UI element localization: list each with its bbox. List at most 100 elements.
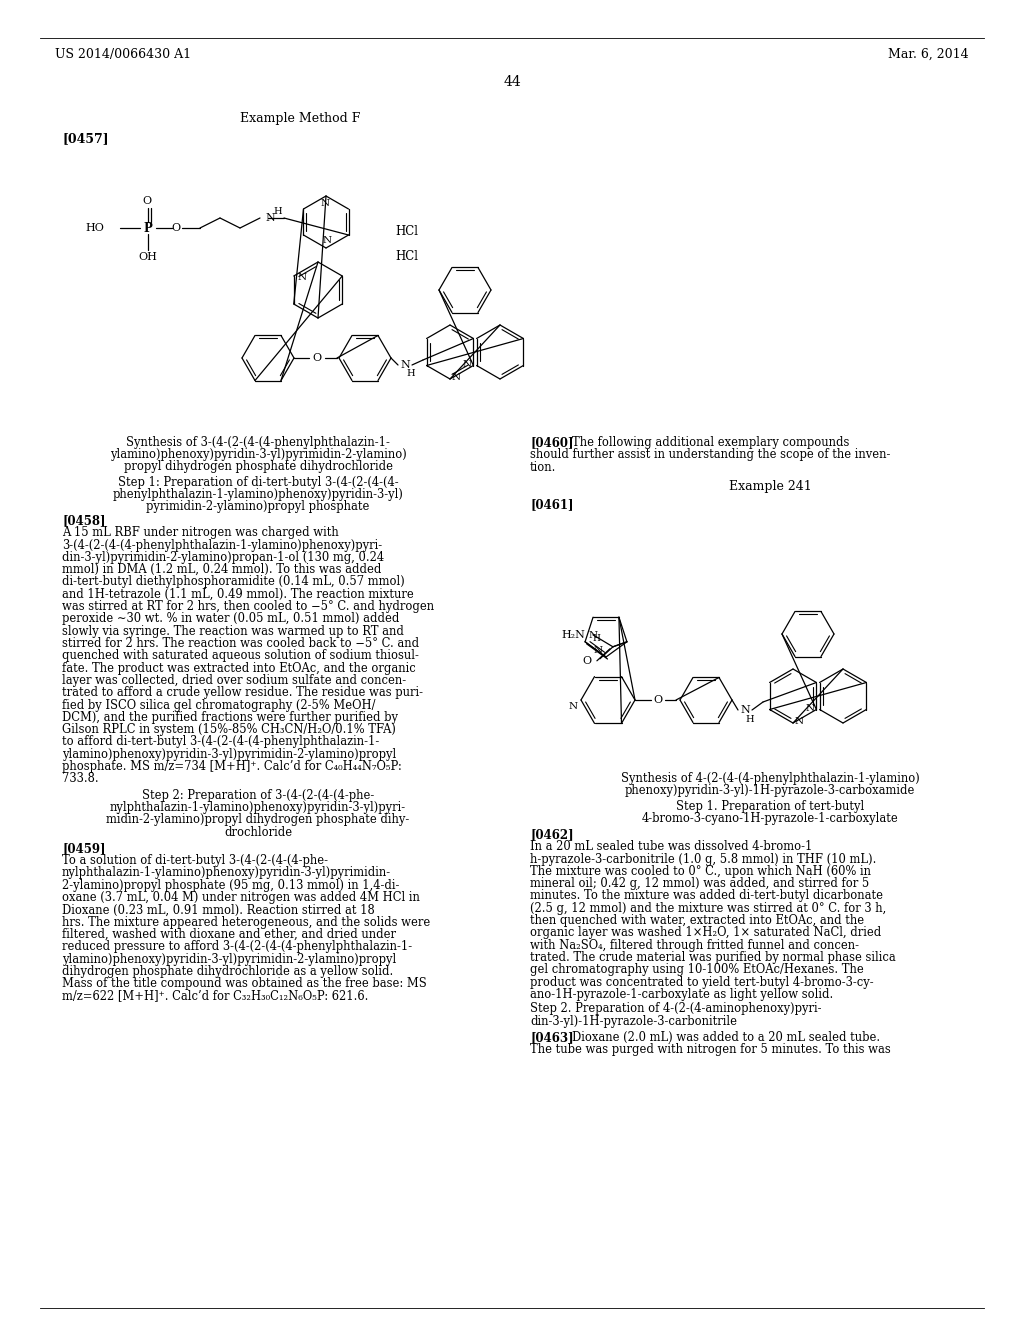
Text: [0460]: [0460] <box>530 436 573 449</box>
Text: N: N <box>265 213 274 223</box>
Text: phenylphthalazin-1-ylamino)phenoxy)pyridin-3-yl): phenylphthalazin-1-ylamino)phenoxy)pyrid… <box>113 488 403 502</box>
Text: Dioxane (0.23 mL, 0.91 mmol). Reaction stirred at 18: Dioxane (0.23 mL, 0.91 mmol). Reaction s… <box>62 903 375 916</box>
Text: din-3-yl)-1H-pyrazole-3-carbonitrile: din-3-yl)-1H-pyrazole-3-carbonitrile <box>530 1015 737 1027</box>
Text: In a 20 mL sealed tube was dissolved 4-bromo-1: In a 20 mL sealed tube was dissolved 4-b… <box>530 841 812 853</box>
Text: stirred for 2 hrs. The reaction was cooled back to −5° C. and: stirred for 2 hrs. The reaction was cool… <box>62 638 419 649</box>
Text: Synthesis of 4-(2-(4-(4-phenylphthalazin-1-ylamino): Synthesis of 4-(2-(4-(4-phenylphthalazin… <box>621 772 920 785</box>
Text: O: O <box>312 352 322 363</box>
Text: H: H <box>592 634 600 643</box>
Text: fate. The product was extracted into EtOAc, and the organic: fate. The product was extracted into EtO… <box>62 661 416 675</box>
Text: HCl: HCl <box>395 249 418 263</box>
Text: [0463]: [0463] <box>530 1031 573 1044</box>
Text: 2-ylamino)propyl phosphate (95 mg, 0.13 mmol) in 1,4-di-: 2-ylamino)propyl phosphate (95 mg, 0.13 … <box>62 879 399 892</box>
Text: [0457]: [0457] <box>62 132 109 145</box>
Text: layer was collected, dried over sodium sulfate and concen-: layer was collected, dried over sodium s… <box>62 675 407 686</box>
Text: oxane (3.7 mL, 0.04 M) under nitrogen was added 4M HCl in: oxane (3.7 mL, 0.04 M) under nitrogen wa… <box>62 891 420 904</box>
Text: and 1H-tetrazole (1.1 mL, 0.49 mmol). The reaction mixture: and 1H-tetrazole (1.1 mL, 0.49 mmol). Th… <box>62 587 414 601</box>
Text: OH: OH <box>138 252 158 261</box>
Text: ylamino)phenoxy)pyridin-3-yl)pyrimidin-2-ylamino): ylamino)phenoxy)pyridin-3-yl)pyrimidin-2… <box>110 447 407 461</box>
Text: A 15 mL RBF under nitrogen was charged with: A 15 mL RBF under nitrogen was charged w… <box>62 527 339 540</box>
Text: H: H <box>407 370 416 379</box>
Text: N: N <box>805 704 814 713</box>
Text: N: N <box>594 645 603 655</box>
Text: (2.5 g, 12 mmol) and the mixture was stirred at 0° C. for 3 h,: (2.5 g, 12 mmol) and the mixture was sti… <box>530 902 886 915</box>
Text: nylphthalazin-1-ylamino)phenoxy)pyridin-3-yl)pyrimidin-: nylphthalazin-1-ylamino)phenoxy)pyridin-… <box>62 866 391 879</box>
Text: HCl: HCl <box>395 224 418 238</box>
Text: trated. The crude material was purified by normal phase silica: trated. The crude material was purified … <box>530 950 896 964</box>
Text: pyrimidin-2-ylamino)propyl phosphate: pyrimidin-2-ylamino)propyl phosphate <box>146 500 370 513</box>
Text: N: N <box>323 236 332 246</box>
Text: O: O <box>653 696 663 705</box>
Text: N: N <box>321 199 330 209</box>
Text: dihydrogen phosphate dihydrochloride as a yellow solid.: dihydrogen phosphate dihydrochloride as … <box>62 965 393 978</box>
Text: Step 2. Preparation of 4-(2-(4-aminophenoxy)pyri-: Step 2. Preparation of 4-(2-(4-aminophen… <box>530 1002 821 1015</box>
Text: hrs. The mixture appeared heterogeneous, and the solids were: hrs. The mixture appeared heterogeneous,… <box>62 916 430 928</box>
Text: Dioxane (2.0 mL) was added to a 20 mL sealed tube.: Dioxane (2.0 mL) was added to a 20 mL se… <box>572 1031 880 1044</box>
Text: [0462]: [0462] <box>530 828 573 841</box>
Text: din-3-yl)pyrimidin-2-ylamino)propan-1-ol (130 mg, 0.24: din-3-yl)pyrimidin-2-ylamino)propan-1-ol… <box>62 550 384 564</box>
Text: peroxide ∼30 wt. % in water (0.05 mL, 0.51 mmol) added: peroxide ∼30 wt. % in water (0.05 mL, 0.… <box>62 612 399 626</box>
Text: N: N <box>400 360 410 370</box>
Text: N: N <box>740 705 750 715</box>
Text: trated to afford a crude yellow residue. The residue was puri-: trated to afford a crude yellow residue.… <box>62 686 423 700</box>
Text: to afford di-tert-butyl 3-(4-(2-(4-(4-phenylphthalazin-1-: to afford di-tert-butyl 3-(4-(2-(4-(4-ph… <box>62 735 379 748</box>
Text: 4-bromo-3-cyano-1H-pyrazole-1-carboxylate: 4-bromo-3-cyano-1H-pyrazole-1-carboxylat… <box>642 812 898 825</box>
Text: Synthesis of 3-(4-(2-(4-(4-phenylphthalazin-1-: Synthesis of 3-(4-(2-(4-(4-phenylphthala… <box>126 436 390 449</box>
Text: ylamino)phenoxy)pyridin-3-yl)pyrimidin-2-ylamino)propyl: ylamino)phenoxy)pyridin-3-yl)pyrimidin-2… <box>62 747 396 760</box>
Text: Step 2: Preparation of 3-(4-(2-(4-(4-phe-: Step 2: Preparation of 3-(4-(2-(4-(4-phe… <box>142 788 374 801</box>
Text: 733.8.: 733.8. <box>62 772 98 785</box>
Text: quenched with saturated aqueous solution of sodium thiosul-: quenched with saturated aqueous solution… <box>62 649 419 663</box>
Text: P: P <box>143 222 153 235</box>
Text: drochloride: drochloride <box>224 825 292 838</box>
Text: US 2014/0066430 A1: US 2014/0066430 A1 <box>55 48 191 61</box>
Text: filtered, washed with dioxane and ether, and dried under: filtered, washed with dioxane and ether,… <box>62 928 396 941</box>
Text: N: N <box>588 631 597 640</box>
Text: Step 1: Preparation of di-tert-butyl 3-(4-(2-(4-(4-: Step 1: Preparation of di-tert-butyl 3-(… <box>118 477 398 488</box>
Text: N: N <box>462 360 471 370</box>
Text: mineral oil; 0.42 g, 12 mmol) was added, and stirred for 5: mineral oil; 0.42 g, 12 mmol) was added,… <box>530 878 869 890</box>
Text: O: O <box>171 223 180 234</box>
Text: gel chromatography using 10-100% EtOAc/Hexanes. The: gel chromatography using 10-100% EtOAc/H… <box>530 964 864 977</box>
Text: O: O <box>583 656 592 665</box>
Text: di-tert-butyl diethylphosphoramidite (0.14 mL, 0.57 mmol): di-tert-butyl diethylphosphoramidite (0.… <box>62 576 404 589</box>
Text: fied by ISCO silica gel chromatography (2-5% MeOH/: fied by ISCO silica gel chromatography (… <box>62 698 376 711</box>
Text: then quenched with water, extracted into EtOAc, and the: then quenched with water, extracted into… <box>530 913 864 927</box>
Text: Mass of the title compound was obtained as the free base: MS: Mass of the title compound was obtained … <box>62 977 427 990</box>
Text: Example 241: Example 241 <box>729 480 811 492</box>
Text: H: H <box>745 715 755 725</box>
Text: m/z=622 [M+H]⁺. Calc’d for C₃₂H₃₀C₁₂N₆O₅P: 621.6.: m/z=622 [M+H]⁺. Calc’d for C₃₂H₃₀C₁₂N₆O₅… <box>62 990 369 1002</box>
Text: [0458]: [0458] <box>62 513 105 527</box>
Text: h-pyrazole-3-carbonitrile (1.0 g, 5.8 mmol) in THF (10 mL).: h-pyrazole-3-carbonitrile (1.0 g, 5.8 mm… <box>530 853 877 866</box>
Text: ylamino)phenoxy)pyridin-3-yl)pyrimidin-2-ylamino)propyl: ylamino)phenoxy)pyridin-3-yl)pyrimidin-2… <box>62 953 396 965</box>
Text: phenoxy)pyridin-3-yl)-1H-pyrazole-3-carboxamide: phenoxy)pyridin-3-yl)-1H-pyrazole-3-carb… <box>625 784 915 797</box>
Text: propyl dihydrogen phosphate dihydrochloride: propyl dihydrogen phosphate dihydrochlor… <box>124 459 392 473</box>
Text: product was concentrated to yield tert-butyl 4-bromo-3-cy-: product was concentrated to yield tert-b… <box>530 975 873 989</box>
Text: To a solution of di-tert-butyl 3-(4-(2-(4-(4-phe-: To a solution of di-tert-butyl 3-(4-(2-(… <box>62 854 328 867</box>
Text: Gilson RPLC in system (15%-85% CH₃CN/H₂O/0.1% TFA): Gilson RPLC in system (15%-85% CH₃CN/H₂O… <box>62 723 396 737</box>
Text: [0459]: [0459] <box>62 842 105 855</box>
Text: Step 1. Preparation of tert-butyl: Step 1. Preparation of tert-butyl <box>676 800 864 813</box>
Text: O: O <box>142 195 152 206</box>
Text: [0461]: [0461] <box>530 498 573 511</box>
Text: slowly via syringe. The reaction was warmed up to RT and: slowly via syringe. The reaction was war… <box>62 624 403 638</box>
Text: H₂N: H₂N <box>561 630 585 640</box>
Text: The following additional exemplary compounds: The following additional exemplary compo… <box>572 436 849 449</box>
Text: H: H <box>273 207 283 216</box>
Text: ano-1H-pyrazole-1-carboxylate as light yellow solid.: ano-1H-pyrazole-1-carboxylate as light y… <box>530 987 834 1001</box>
Text: Example Method F: Example Method F <box>240 112 360 125</box>
Text: N: N <box>452 374 461 383</box>
Text: N: N <box>298 272 307 281</box>
Text: organic layer was washed 1×H₂O, 1× saturated NaCl, dried: organic layer was washed 1×H₂O, 1× satur… <box>530 927 882 940</box>
Text: The tube was purged with nitrogen for 5 minutes. To this was: The tube was purged with nitrogen for 5 … <box>530 1043 891 1056</box>
Text: DCM), and the purified fractions were further purified by: DCM), and the purified fractions were fu… <box>62 710 398 723</box>
Text: mmol) in DMA (1.2 mL, 0.24 mmol). To this was added: mmol) in DMA (1.2 mL, 0.24 mmol). To thi… <box>62 564 381 577</box>
Text: tion.: tion. <box>530 461 556 474</box>
Text: was stirred at RT for 2 hrs, then cooled to −5° C. and hydrogen: was stirred at RT for 2 hrs, then cooled… <box>62 601 434 612</box>
Text: nylphthalazin-1-ylamino)phenoxy)pyridin-3-yl)pyri-: nylphthalazin-1-ylamino)phenoxy)pyridin-… <box>110 801 407 814</box>
Text: reduced pressure to afford 3-(4-(2-(4-(4-phenylphthalazin-1-: reduced pressure to afford 3-(4-(2-(4-(4… <box>62 940 412 953</box>
Text: 3-(4-(2-(4-(4-phenylphthalazin-1-ylamino)phenoxy)pyri-: 3-(4-(2-(4-(4-phenylphthalazin-1-ylamino… <box>62 539 382 552</box>
Text: The mixture was cooled to 0° C., upon which NaH (60% in: The mixture was cooled to 0° C., upon wh… <box>530 865 871 878</box>
Text: HO: HO <box>85 223 104 234</box>
Text: midin-2-ylamino)propyl dihydrogen phosphate dihy-: midin-2-ylamino)propyl dihydrogen phosph… <box>106 813 410 826</box>
Text: N: N <box>569 702 578 711</box>
